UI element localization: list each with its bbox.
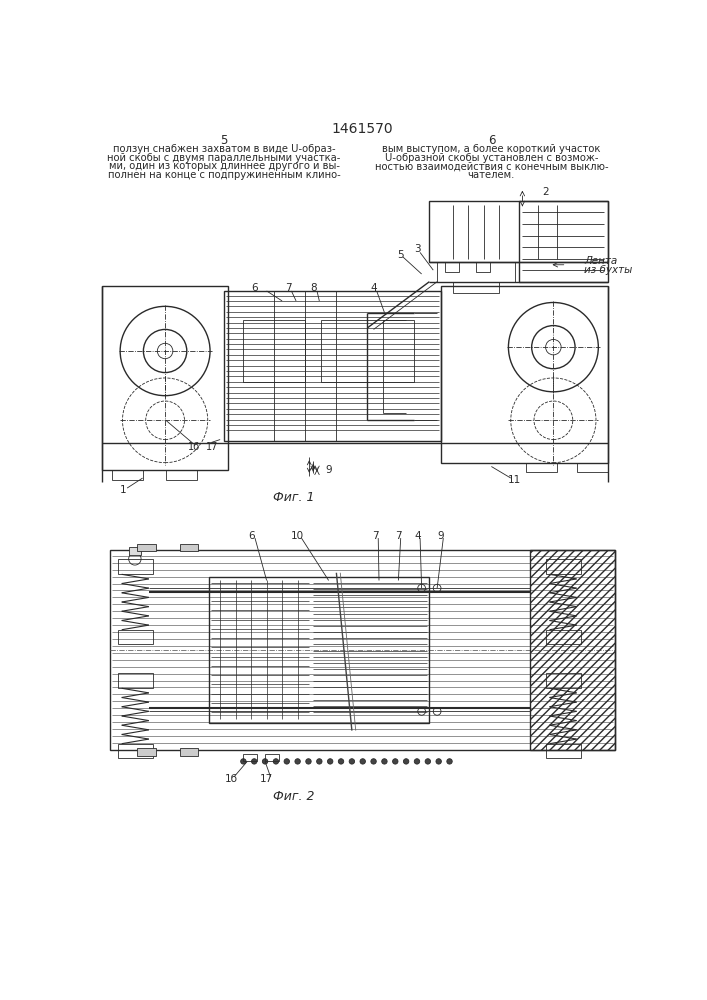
- Bar: [209, 577, 429, 723]
- Circle shape: [240, 759, 246, 764]
- Bar: [452, 282, 499, 293]
- Bar: [445, 262, 459, 272]
- Text: чателем.: чателем.: [468, 170, 515, 180]
- Text: 5: 5: [397, 250, 404, 260]
- Text: 1б: 1б: [189, 442, 201, 452]
- Text: ной скобы с двумя параллельными участка-: ной скобы с двумя параллельными участка-: [107, 153, 341, 163]
- Circle shape: [414, 759, 420, 764]
- Text: 5: 5: [221, 134, 228, 147]
- Text: 9: 9: [438, 531, 444, 541]
- Text: Лента: Лента: [585, 256, 618, 266]
- Text: полнен на конце с подпружиненным клино-: полнен на конце с подпружиненным клино-: [107, 170, 340, 180]
- Circle shape: [284, 759, 289, 764]
- Circle shape: [305, 759, 311, 764]
- Bar: [112, 470, 143, 480]
- Text: U-образной скобы установлен с возмож-: U-образной скобы установлен с возмож-: [385, 153, 598, 163]
- Text: 8: 8: [310, 283, 317, 293]
- Bar: [546, 673, 580, 688]
- Bar: [118, 630, 153, 644]
- Circle shape: [252, 759, 257, 764]
- Circle shape: [273, 759, 279, 764]
- Bar: [546, 630, 580, 644]
- Circle shape: [295, 759, 300, 764]
- Text: 7: 7: [285, 283, 292, 293]
- Text: 4: 4: [370, 283, 377, 293]
- Bar: [129, 547, 141, 555]
- Bar: [224, 291, 441, 441]
- Bar: [577, 463, 607, 472]
- Text: 6: 6: [252, 283, 258, 293]
- Bar: [243, 754, 257, 761]
- Text: 1461570: 1461570: [331, 122, 393, 136]
- Text: 1: 1: [120, 485, 127, 495]
- Text: из бухты: из бухты: [585, 265, 633, 275]
- Text: Фиг. 2: Фиг. 2: [273, 790, 315, 803]
- Circle shape: [327, 759, 333, 764]
- Circle shape: [360, 759, 366, 764]
- Bar: [118, 744, 153, 758]
- Text: Фиг. 1: Фиг. 1: [273, 491, 315, 504]
- Text: 7: 7: [372, 531, 378, 541]
- Bar: [546, 744, 580, 758]
- Text: 17: 17: [206, 442, 218, 452]
- Circle shape: [317, 759, 322, 764]
- Text: ностью взаимодействия с конечным выклю-: ностью взаимодействия с конечным выклю-: [375, 161, 608, 171]
- Bar: [265, 754, 279, 761]
- Text: 1б: 1б: [226, 774, 238, 784]
- Circle shape: [349, 759, 355, 764]
- Bar: [180, 544, 199, 551]
- Bar: [321, 320, 414, 382]
- Bar: [429, 201, 607, 262]
- Text: ми, один из которых длиннее другого и вы-: ми, один из которых длиннее другого и вы…: [108, 161, 339, 171]
- Bar: [110, 550, 615, 750]
- Bar: [118, 559, 153, 574]
- Bar: [137, 748, 156, 756]
- Bar: [103, 286, 228, 470]
- Text: 10: 10: [291, 531, 304, 541]
- Bar: [243, 320, 305, 382]
- Text: 11: 11: [508, 475, 521, 485]
- Text: ползун снабжен захватом в виде U-образ-: ползун снабжен захватом в виде U-образ-: [112, 144, 335, 154]
- Circle shape: [262, 759, 268, 764]
- Text: 3: 3: [414, 244, 421, 254]
- Circle shape: [371, 759, 376, 764]
- Text: 9: 9: [325, 465, 332, 475]
- Circle shape: [436, 759, 441, 764]
- Bar: [437, 262, 515, 282]
- Bar: [476, 262, 490, 272]
- Bar: [166, 470, 197, 480]
- Text: 17: 17: [260, 774, 273, 784]
- Bar: [526, 463, 557, 472]
- Circle shape: [382, 759, 387, 764]
- Circle shape: [404, 759, 409, 764]
- Bar: [180, 748, 199, 756]
- Bar: [441, 286, 607, 463]
- Circle shape: [425, 759, 431, 764]
- Circle shape: [339, 759, 344, 764]
- Circle shape: [392, 759, 398, 764]
- Text: 7: 7: [395, 531, 402, 541]
- Text: 6: 6: [488, 134, 495, 147]
- Text: 6: 6: [248, 531, 255, 541]
- Bar: [518, 201, 607, 282]
- Text: вым выступом, а более короткий участок: вым выступом, а более короткий участок: [382, 144, 600, 154]
- Bar: [546, 559, 580, 574]
- Bar: [137, 544, 156, 551]
- Text: 4: 4: [414, 531, 421, 541]
- Circle shape: [447, 759, 452, 764]
- Bar: [118, 673, 153, 688]
- Bar: [530, 550, 615, 750]
- Text: 2: 2: [542, 187, 549, 197]
